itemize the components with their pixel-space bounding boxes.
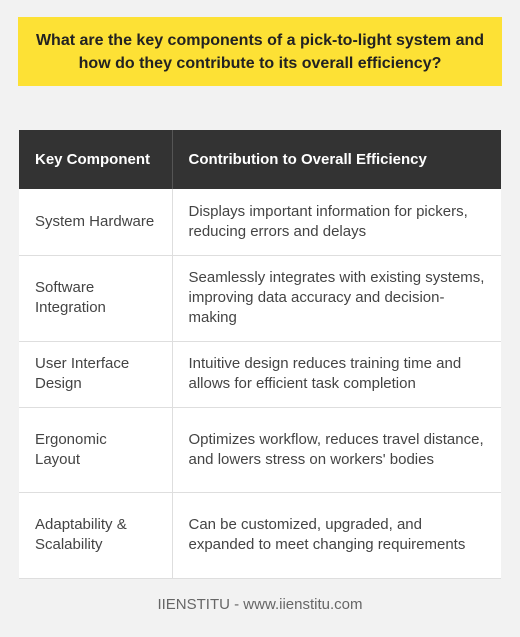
footer-credit: IIENSTITU - www.iienstitu.com bbox=[157, 596, 363, 613]
contribution-cell: Seamlessly integrates with existing syst… bbox=[172, 255, 501, 342]
table-row: Adaptability & Scalability Can be custom… bbox=[19, 492, 501, 579]
component-cell: System Hardware bbox=[19, 189, 173, 256]
contribution-cell: Displays important information for picke… bbox=[172, 189, 501, 256]
table-header-row: Key Component Contribution to Overall Ef… bbox=[19, 130, 501, 189]
component-cell: Adaptability & Scalability bbox=[19, 492, 173, 579]
components-table: Key Component Contribution to Overall Ef… bbox=[19, 130, 501, 579]
contribution-cell: Optimizes workflow, reduces travel dista… bbox=[172, 407, 501, 493]
table-row: Ergonomic Layout Optimizes workflow, red… bbox=[19, 407, 501, 493]
component-cell: Software Integration bbox=[19, 255, 173, 342]
page-title: What are the key components of a pick-to… bbox=[35, 31, 485, 72]
contribution-cell: Can be customized, upgraded, and expande… bbox=[172, 492, 501, 579]
table-row: System Hardware Displays important infor… bbox=[19, 189, 501, 256]
column-header-component: Key Component bbox=[19, 130, 173, 189]
table-row: User Interface Design Intuitive design r… bbox=[19, 341, 501, 408]
column-header-contribution: Contribution to Overall Efficiency bbox=[172, 130, 501, 189]
table-row: Software Integration Seamlessly integrat… bbox=[19, 255, 501, 342]
contribution-cell: Intuitive design reduces training time a… bbox=[172, 341, 501, 408]
title-banner: What are the key components of a pick-to… bbox=[18, 17, 502, 86]
component-cell: Ergonomic Layout bbox=[19, 407, 173, 493]
component-cell: User Interface Design bbox=[19, 341, 173, 408]
